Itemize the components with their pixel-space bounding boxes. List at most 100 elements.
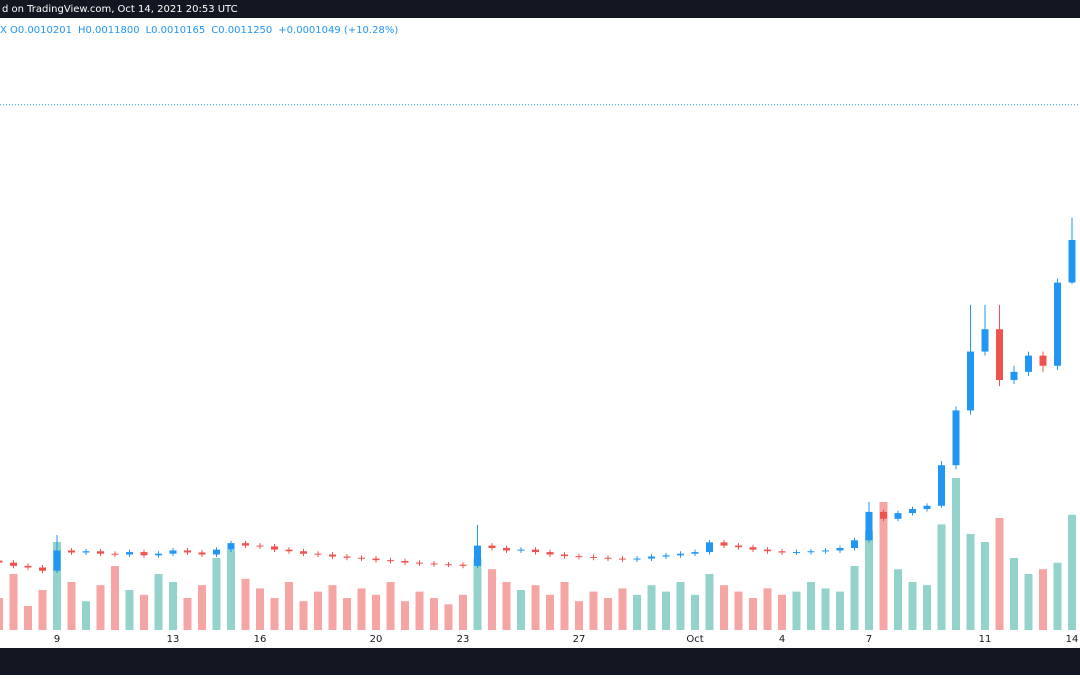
caption: d on TradingView.com, Oct 14, 2021 20:53… <box>2 4 238 15</box>
candle-body <box>691 552 699 554</box>
candle-body <box>822 550 829 552</box>
top-bar <box>0 0 1080 18</box>
volume-bar <box>38 590 47 630</box>
candle-body <box>561 554 568 557</box>
x-tick-label: 7 <box>866 634 872 645</box>
volume-bar <box>386 582 395 630</box>
volume-bar <box>763 588 772 630</box>
volume-bar <box>401 601 409 630</box>
candle-body <box>880 511 887 519</box>
volume-bar <box>241 578 250 630</box>
candle-body <box>140 552 148 556</box>
candle-body <box>677 553 684 556</box>
candle-body <box>24 565 32 568</box>
candle-body <box>372 558 380 561</box>
candle-body <box>256 545 264 547</box>
volume-bar <box>198 585 206 630</box>
volume-bar <box>1068 514 1076 630</box>
candle-body <box>648 556 655 559</box>
candle-body <box>198 552 206 555</box>
volume-bar <box>343 598 351 630</box>
candle-body <box>778 551 786 553</box>
candle-body <box>474 545 481 566</box>
ohlc-value: O0.0010201 <box>10 25 72 36</box>
volume-bar <box>908 582 917 630</box>
candle-body <box>213 549 220 555</box>
candle-body <box>981 329 989 352</box>
candle-body <box>358 557 365 559</box>
volume-bar <box>720 585 728 630</box>
x-tick-label: 4 <box>779 634 785 645</box>
volume-bar <box>430 598 438 630</box>
candle-body <box>314 553 322 555</box>
volume-bar <box>981 542 989 630</box>
candle-body <box>242 543 249 546</box>
volume-bar <box>894 569 902 630</box>
volume-bar <box>546 594 554 630</box>
volume-bar <box>676 582 685 630</box>
volume-bar <box>24 606 32 630</box>
volume-bar <box>328 585 337 630</box>
volume-bar <box>82 601 90 630</box>
candle-body <box>430 563 438 565</box>
volume-bar <box>9 574 18 630</box>
candle-body <box>590 556 597 558</box>
volume-bar <box>357 588 366 630</box>
volume-bar <box>140 594 148 630</box>
volume-bar <box>865 530 873 630</box>
candle-body <box>184 550 191 553</box>
volume-bar <box>488 569 496 630</box>
volume-bar <box>154 574 163 630</box>
volume-bar <box>937 524 946 630</box>
volume-bar <box>517 590 525 630</box>
ohlc-legend: O0.0010201 H0.0011800 L0.0010165 C0.0011250… <box>10 25 398 36</box>
candle-body <box>503 548 510 551</box>
candle-body <box>111 553 119 555</box>
candle-body <box>923 505 931 510</box>
volume-bar <box>444 604 453 630</box>
volume-bar <box>1053 562 1062 630</box>
volume-bar <box>923 585 931 630</box>
candle-body <box>764 549 771 552</box>
candle-body <box>706 542 713 553</box>
volume-bar <box>169 582 177 630</box>
candle-body <box>546 552 554 555</box>
candle-body <box>459 564 467 566</box>
x-tick-label: 16 <box>254 634 267 645</box>
volume-bar <box>53 542 61 630</box>
volume-bar <box>227 550 235 630</box>
candle-body <box>894 513 902 519</box>
x-tick-label: Oct <box>686 634 703 645</box>
volume-bar <box>995 518 1004 630</box>
candle-body <box>97 551 104 554</box>
volume-bar <box>96 585 105 630</box>
candle-body <box>300 551 307 554</box>
candle-body <box>633 558 641 560</box>
candle-body <box>416 562 423 564</box>
volume-bar <box>589 591 598 630</box>
volume-bar <box>256 588 264 630</box>
volume-bar <box>125 590 134 630</box>
volume-bar <box>604 598 612 630</box>
volume-bar <box>502 582 511 630</box>
candle-body <box>807 551 815 553</box>
x-tick-label: 13 <box>167 634 180 645</box>
volume-bar <box>633 594 641 630</box>
candle-body <box>343 556 351 558</box>
candle-body <box>909 509 916 514</box>
volume-bar <box>952 478 960 630</box>
candle-body <box>938 465 945 506</box>
x-tick-label: 9 <box>54 634 60 645</box>
candle-body <box>155 553 162 556</box>
volume-bar <box>1039 569 1047 630</box>
volume-bar <box>299 601 308 630</box>
volume-bar <box>183 598 192 630</box>
x-tick-label: 27 <box>573 634 586 645</box>
candle-body <box>126 552 133 555</box>
x-tick-label: 14 <box>1066 634 1079 645</box>
x-tick-label: 23 <box>457 634 470 645</box>
candle-body <box>0 560 3 563</box>
candle-body <box>53 550 61 571</box>
volume-bar <box>270 598 279 630</box>
